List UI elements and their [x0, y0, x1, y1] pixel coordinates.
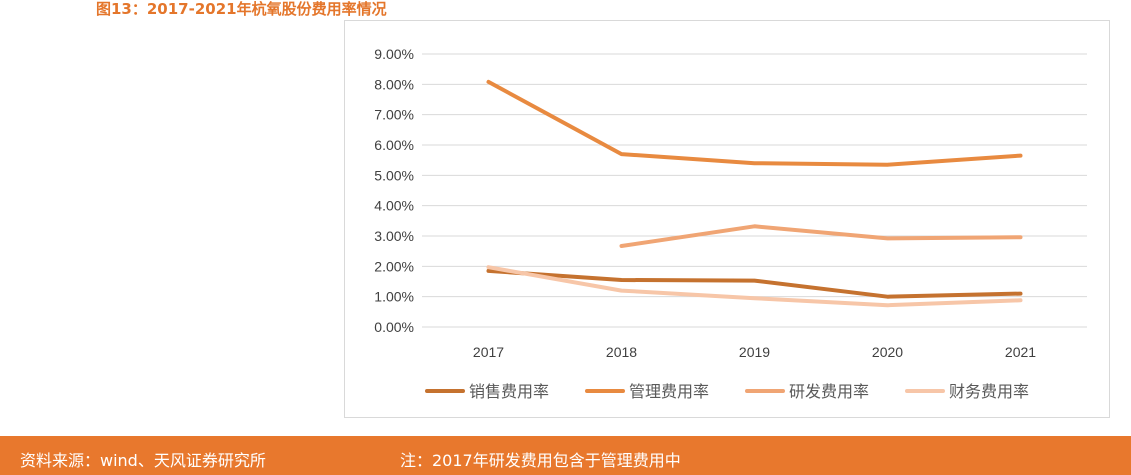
y-tick-label: 3.00% — [374, 228, 414, 244]
line-chart: 0.00% 1.00% 2.00% 3.00% 4.00% 5.00% 6.00% 7.00%… — [374, 46, 1087, 401]
legend-label: 财务费用率 — [949, 382, 1029, 401]
y-tick-label: 0.00% — [374, 319, 414, 335]
x-tick-label: 2021 — [1005, 344, 1036, 360]
series-line — [619, 224, 1023, 248]
x-tick-label: 2020 — [872, 344, 903, 360]
figure-title: 图13：2017-2021年杭氧股份费用率情况 — [96, 0, 387, 18]
y-tick-label: 2.00% — [374, 258, 414, 274]
y-tick-label: 5.00% — [374, 167, 414, 183]
y-tick-label: 9.00% — [374, 46, 414, 62]
x-tick-label: 2017 — [473, 344, 504, 360]
legend-label: 研发费用率 — [789, 382, 869, 401]
source-text: 资料来源：wind、天风证券研究所 — [20, 451, 266, 470]
y-tick-label: 8.00% — [374, 76, 414, 92]
y-tick-label: 6.00% — [374, 137, 414, 153]
legend-label: 管理费用率 — [629, 382, 709, 401]
series-line — [486, 265, 1023, 308]
legend-label: 销售费用率 — [469, 382, 549, 401]
note-text: 注：2017年研发费用包含于管理费用中 — [400, 451, 681, 470]
y-tick-label: 4.00% — [374, 198, 414, 214]
chart-frame: 0.00% 1.00% 2.00% 3.00% 4.00% 5.00% 6.00% 7.00%… — [344, 20, 1110, 418]
series-line — [486, 268, 1023, 299]
series-line — [486, 79, 1023, 167]
footer-bar: 资料来源：wind、天风证券研究所 注：2017年研发费用包含于管理费用中 — [0, 436, 1131, 475]
x-tick-label: 2018 — [606, 344, 637, 360]
x-tick-label: 2019 — [739, 344, 770, 360]
y-tick-label: 1.00% — [374, 289, 414, 305]
y-tick-label: 7.00% — [374, 107, 414, 123]
